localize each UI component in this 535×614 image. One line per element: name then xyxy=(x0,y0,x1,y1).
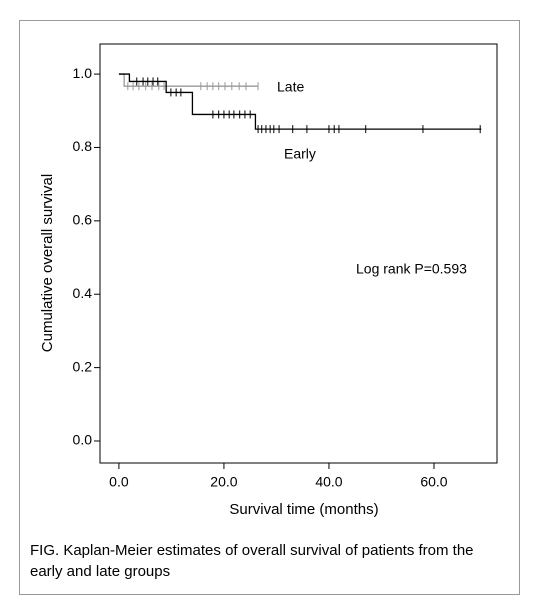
y-tick-label: 0.6 xyxy=(73,212,93,228)
caption-box: FIG. Kaplan-Meier estimates of overall s… xyxy=(30,542,474,580)
y-tick-label: 1.0 xyxy=(73,65,93,81)
annotation: Log rank P=0.593 xyxy=(356,261,467,277)
y-tick-label: 0.0 xyxy=(73,432,93,448)
caption: FIG. Kaplan-Meier estimates of overall s… xyxy=(30,542,474,580)
survival-line xyxy=(118,73,482,130)
x-axis-label: Survival time (months) xyxy=(229,501,378,518)
series-label: Early xyxy=(284,146,316,162)
y-tick-label: 0.8 xyxy=(73,138,93,154)
y-tick-label: 0.4 xyxy=(73,285,93,301)
series-label: Late xyxy=(277,79,304,95)
x-tick-label: 40.0 xyxy=(315,474,342,490)
x-tick-label: 0.0 xyxy=(109,474,129,490)
survival-line xyxy=(118,73,259,87)
plot-frame xyxy=(99,43,498,464)
figure-frame xyxy=(19,20,520,595)
y-tick-label: 0.2 xyxy=(73,358,93,374)
x-tick-label: 20.0 xyxy=(210,474,237,490)
y-axis-label: Cumulative overall survival xyxy=(39,174,56,352)
x-tick-label: 60.0 xyxy=(420,474,447,490)
